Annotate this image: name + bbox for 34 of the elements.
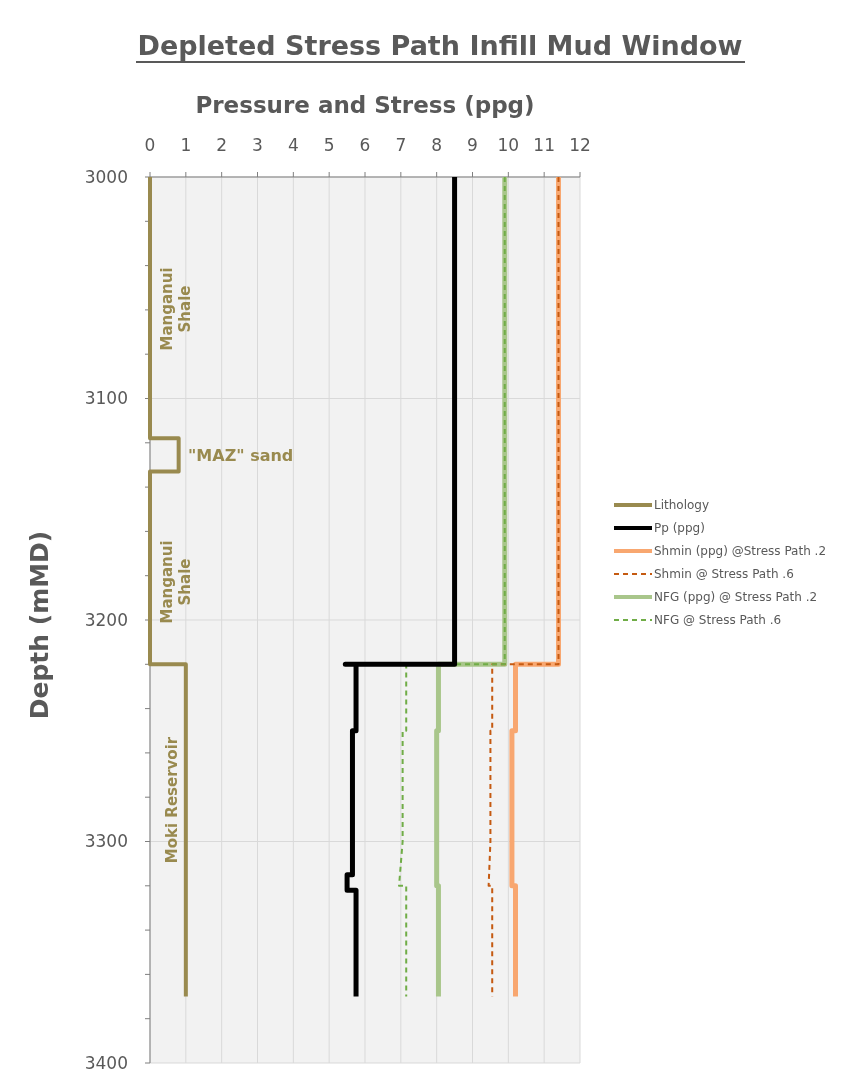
x-tick-label: 12 (569, 135, 591, 155)
y-tick-label: 3200 (84, 609, 128, 630)
x-tick-label: 2 (216, 135, 228, 155)
legend-label: Shmin (ppg) @Stress Path .2 (654, 544, 827, 559)
legend-label: Pp (ppg) (654, 521, 705, 536)
legend-label: NFG @ Stress Path .6 (654, 613, 782, 628)
x-tick-label: 6 (359, 135, 371, 155)
y-tick-label: 3100 (84, 388, 128, 409)
x-tick-label: 9 (467, 135, 478, 155)
x-axis-title: Pressure and Stress (ppg) (195, 92, 535, 118)
annotation: Moki Reservoir (163, 736, 181, 864)
x-tick-label: 10 (497, 135, 520, 155)
y-tick-label: 3400 (84, 1052, 128, 1073)
x-tick-label: 0 (144, 135, 156, 155)
legend-label: NFG (ppg) @ Stress Path .2 (654, 590, 818, 605)
annotation: Manganui Shale (158, 540, 194, 624)
annotation: "MAZ" sand (188, 445, 294, 465)
x-tick-label: 5 (323, 135, 335, 155)
x-tick-label: 4 (287, 135, 299, 155)
legend-label: Lithology (654, 498, 710, 513)
y-tick-label: 3000 (84, 166, 128, 187)
line-series (487, 176, 560, 998)
x-tick-label: 3 (252, 135, 263, 155)
line-series (398, 176, 506, 998)
x-tick-label: 8 (431, 135, 443, 155)
x-tick-label: 11 (533, 135, 555, 155)
chart-title: Depleted Stress Path Infill Mud Window (137, 30, 743, 61)
y-tick-label: 3300 (84, 831, 128, 852)
y-axis-title: Depth (mMD) (25, 530, 54, 720)
legend-label: Shmin @ Stress Path .6 (654, 567, 794, 582)
x-tick-label: 7 (395, 135, 407, 155)
annotation: Manganui Shale (158, 267, 194, 351)
x-tick-label: 1 (180, 135, 192, 155)
line-series (148, 175, 188, 999)
